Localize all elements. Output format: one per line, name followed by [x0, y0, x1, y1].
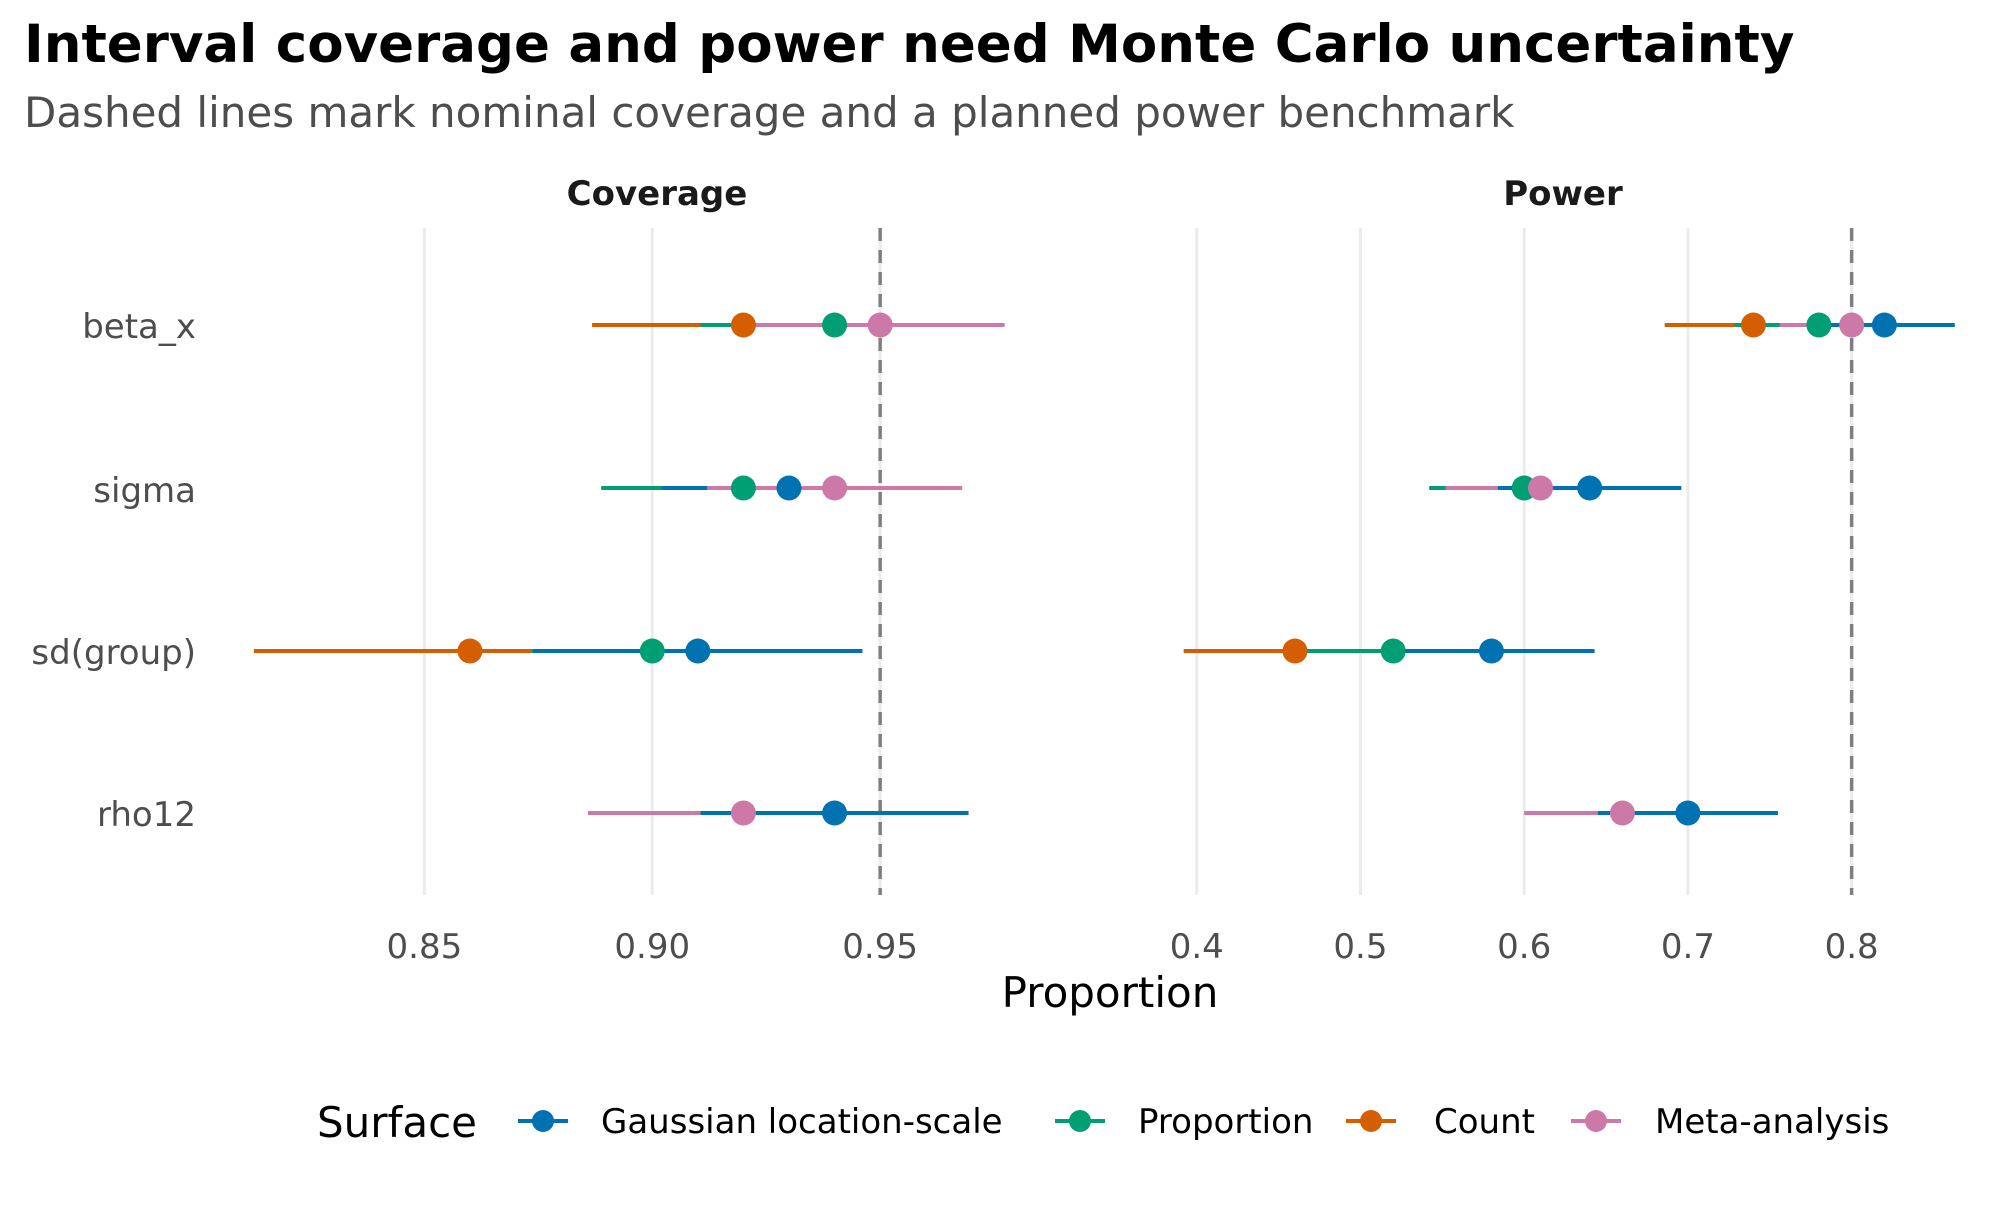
y-tick-label: sigma	[93, 471, 196, 511]
x-tick-label: 0.7	[1661, 927, 1715, 967]
estimate-point	[1528, 475, 1554, 501]
x-axis-label: Proportion	[1002, 968, 1219, 1017]
panel-strip-label: Power	[1503, 174, 1623, 214]
estimate-point	[1740, 312, 1766, 338]
estimate-point	[1609, 800, 1635, 826]
legend-label: Count	[1434, 1102, 1535, 1142]
y-tick-label: beta_x	[82, 307, 196, 347]
x-tick-label: 0.6	[1497, 927, 1551, 967]
estimate-point	[1478, 638, 1504, 664]
estimate-point	[867, 312, 893, 338]
estimate-point	[1282, 638, 1308, 664]
legend-key-point	[1585, 1110, 1607, 1132]
x-tick-label: 0.85	[387, 927, 463, 967]
x-tick-label: 0.95	[842, 927, 918, 967]
y-tick-label: rho12	[97, 795, 196, 835]
panel-strip-label: Coverage	[567, 174, 748, 214]
estimate-point	[1577, 475, 1603, 501]
legend-key-point	[1360, 1110, 1382, 1132]
legend-item-proportion: Proportion	[1055, 1102, 1313, 1142]
panel-coverage: Coverage 0.85 0.90 0.95	[253, 174, 1005, 967]
chart-subtitle: Dashed lines mark nominal coverage and a…	[24, 88, 1515, 137]
legend-key-point	[1069, 1110, 1091, 1132]
legend-title: Surface	[317, 1098, 477, 1147]
gridlines	[422, 228, 882, 895]
estimate-point	[457, 638, 483, 664]
x-tick-label: 0.4	[1170, 927, 1224, 967]
x-tick-label: 0.90	[614, 927, 690, 967]
estimate-point	[1839, 312, 1865, 338]
estimate-point	[822, 800, 848, 826]
legend-label: Meta-analysis	[1655, 1102, 1889, 1142]
estimate-point	[730, 800, 756, 826]
estimate-point	[1675, 800, 1701, 826]
legend-label: Gaussian location-scale	[601, 1102, 1003, 1142]
legend-item-meta-analysis: Meta-analysis	[1571, 1102, 1889, 1142]
legend-label: Proportion	[1138, 1102, 1313, 1142]
estimate-point	[639, 638, 665, 664]
estimate-point	[822, 475, 848, 501]
estimate-point	[730, 475, 756, 501]
estimate-point	[1806, 312, 1832, 338]
x-tick-label: 0.8	[1825, 927, 1879, 967]
legend-item-gaussian: Gaussian location-scale	[518, 1102, 1003, 1142]
estimate-point	[685, 638, 711, 664]
legend-key-point	[532, 1110, 554, 1132]
estimate-point	[730, 312, 756, 338]
chart-title: Interval coverage and power need Monte C…	[24, 14, 1794, 75]
panel-power: Power 0.4 0.5 0.6 0.7 0.8	[1170, 174, 1955, 967]
y-tick-label: sd(group)	[31, 633, 196, 673]
y-axis: beta_x sigma sd(group) rho12	[31, 307, 196, 835]
estimate-point	[822, 312, 848, 338]
estimate-point	[1380, 638, 1406, 664]
x-tick-label: 0.5	[1333, 927, 1387, 967]
legend: Surface Gaussian location-scale Proporti…	[317, 1098, 1889, 1147]
legend-item-count: Count	[1346, 1102, 1535, 1142]
estimate-point	[1871, 312, 1897, 338]
estimate-point	[776, 475, 802, 501]
